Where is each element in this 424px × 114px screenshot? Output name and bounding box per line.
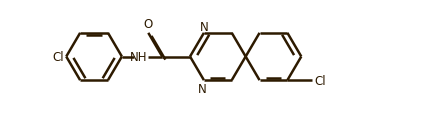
Text: N: N [200, 20, 208, 33]
Text: N: N [198, 82, 206, 95]
Text: O: O [144, 18, 153, 31]
Text: NH: NH [130, 51, 147, 63]
Text: Cl: Cl [53, 51, 64, 63]
Text: Cl: Cl [315, 74, 326, 87]
